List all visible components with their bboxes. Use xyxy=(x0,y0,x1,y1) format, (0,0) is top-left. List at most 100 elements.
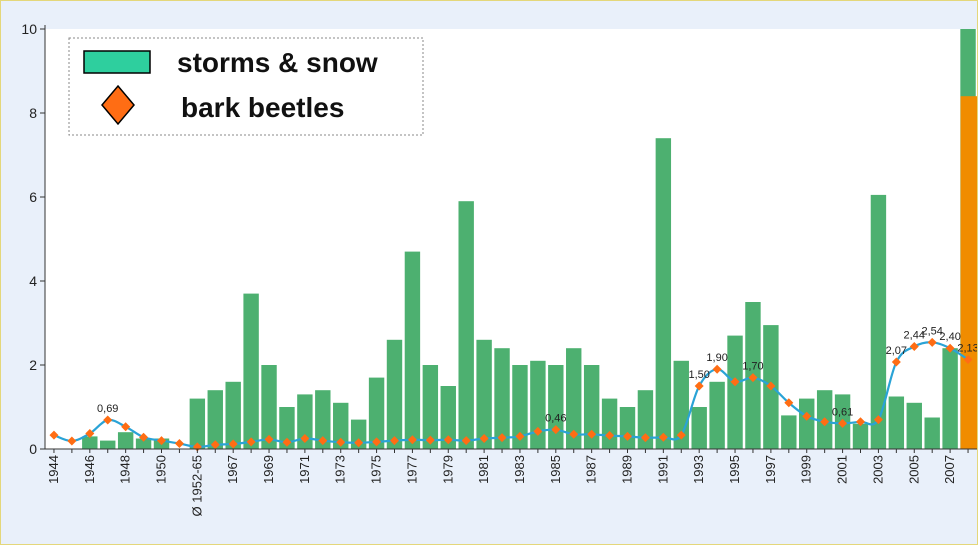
beetle-marker xyxy=(891,357,901,367)
beetle-marker xyxy=(228,439,238,449)
bar xyxy=(476,339,492,449)
bar xyxy=(655,138,672,449)
bar xyxy=(386,339,403,449)
data-label: 1,90 xyxy=(706,352,727,364)
beetle-marker xyxy=(49,430,59,440)
bar xyxy=(691,407,707,449)
beetle-marker xyxy=(694,381,704,391)
legend-swatch-storms xyxy=(83,50,151,74)
beetle-marker xyxy=(927,337,937,347)
x-tick-label: 1973 xyxy=(333,455,348,484)
beetle-marker xyxy=(909,342,919,352)
bar xyxy=(888,396,905,449)
x-tick-label: 1967 xyxy=(225,455,240,484)
bar xyxy=(315,390,331,449)
bar-series-storms xyxy=(82,29,977,449)
x-tick-label: 1944 xyxy=(46,455,61,484)
y-tick-label: 4 xyxy=(29,273,37,289)
axes xyxy=(40,25,977,453)
x-tick-label: 1979 xyxy=(440,455,455,484)
x-tick-label: 1981 xyxy=(476,455,491,484)
y-tick-label: 2 xyxy=(29,357,37,373)
x-tick-label: 1950 xyxy=(154,455,169,484)
beetle-marker xyxy=(658,432,668,442)
beetle-marker xyxy=(784,398,794,408)
bar xyxy=(637,390,654,449)
x-tick-label: 1999 xyxy=(799,455,814,484)
legend-marker-beetles xyxy=(101,84,135,126)
beetle-marker xyxy=(300,434,310,443)
beetle-marker xyxy=(336,437,346,447)
bar xyxy=(924,417,940,449)
x-tick-label: 1997 xyxy=(763,455,778,484)
bar xyxy=(906,402,922,449)
data-label: 2,07 xyxy=(886,345,907,357)
x-tick-label: 1993 xyxy=(691,455,706,484)
x-tick-label: 1991 xyxy=(655,455,670,484)
data-label: 0,61 xyxy=(832,406,853,418)
y-tick-label: 8 xyxy=(29,105,37,121)
beetle-marker xyxy=(479,434,489,443)
beetle-marker xyxy=(85,428,95,438)
bar xyxy=(709,381,725,449)
beetle-marker xyxy=(569,429,579,439)
x-tick-label: 2007 xyxy=(942,455,957,484)
bar xyxy=(368,377,385,449)
x-tick-label: 1989 xyxy=(620,455,635,484)
x-tick-label: 1948 xyxy=(118,455,133,484)
legend: storms & snow bark beetles xyxy=(68,37,424,136)
beetle-marker xyxy=(121,422,131,432)
bar xyxy=(422,365,439,449)
data-label: 2,13 xyxy=(957,343,977,355)
x-tick-label: 1985 xyxy=(548,455,563,484)
data-label: 1,70 xyxy=(742,361,763,373)
beetle-marker xyxy=(264,434,274,444)
bar xyxy=(458,201,474,449)
bar xyxy=(619,407,636,449)
data-label: 2,54 xyxy=(921,325,942,337)
bar xyxy=(494,348,510,449)
bar xyxy=(566,348,582,449)
bar xyxy=(189,398,206,449)
bar xyxy=(512,365,528,449)
bar xyxy=(333,402,349,449)
bar xyxy=(82,436,98,449)
bar xyxy=(942,348,958,449)
x-tick-label: 1995 xyxy=(727,455,742,484)
bar xyxy=(100,440,116,449)
beetle-marker xyxy=(390,436,399,446)
beetle-marker xyxy=(246,437,256,447)
bar xyxy=(583,365,600,449)
x-tick-label: 1971 xyxy=(297,455,312,484)
beetle-marker xyxy=(748,373,758,383)
bar xyxy=(135,438,152,449)
beetle-marker xyxy=(587,429,597,439)
bar xyxy=(404,251,421,449)
beetle-marker xyxy=(174,439,184,449)
bar xyxy=(297,394,313,449)
bar xyxy=(870,194,887,449)
x-tick-label: Ø 1952-65 xyxy=(189,455,204,516)
beetle-marker xyxy=(963,355,973,365)
beetle-marker xyxy=(873,415,883,425)
x-tick-label: 1987 xyxy=(584,455,599,484)
legend-label-beetles: bark beetles xyxy=(181,92,344,123)
bar xyxy=(727,335,743,449)
beetle-marker xyxy=(945,343,955,353)
bar xyxy=(243,293,259,449)
beetle-marker xyxy=(407,435,417,445)
beetle-marker xyxy=(766,381,776,391)
beetle-line xyxy=(53,341,969,449)
bar-last xyxy=(960,96,977,449)
beetle-marker xyxy=(372,437,382,447)
beetle-marker xyxy=(802,411,812,421)
bar xyxy=(261,365,277,449)
x-tick-label: 1946 xyxy=(82,455,97,484)
x-tick-label: 2001 xyxy=(835,455,850,484)
data-label: 2,44 xyxy=(904,330,925,342)
beetle-marker xyxy=(605,431,615,441)
beetle-marker xyxy=(623,431,632,441)
beetle-marker xyxy=(282,437,292,447)
beetle-marker xyxy=(640,433,650,443)
